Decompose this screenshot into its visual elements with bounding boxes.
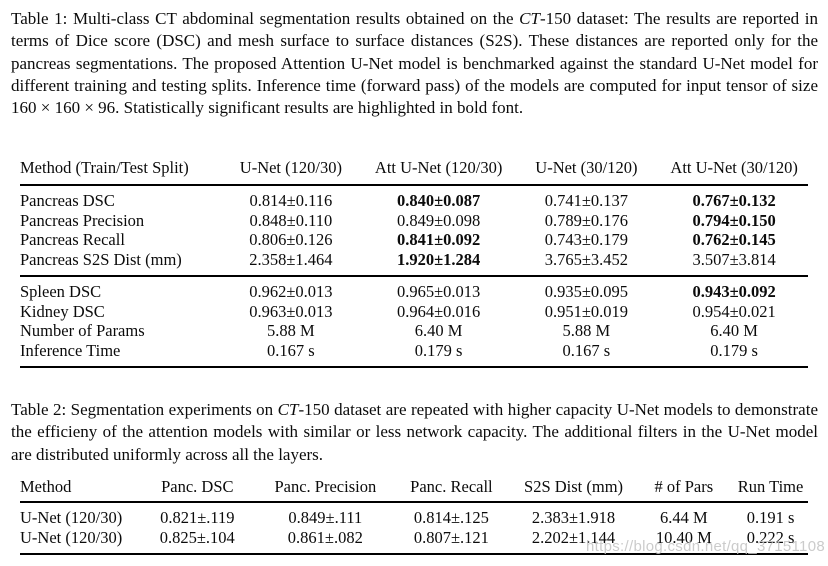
value-cell: 3.765±3.452 — [544, 249, 629, 269]
value-cell: 0.743±0.179 — [544, 230, 629, 249]
value-cell: 0.806±0.126 — [249, 230, 333, 249]
value-cell: 6.40 M — [414, 321, 463, 340]
row-label: Pancreas DSC — [20, 191, 115, 210]
value-cell: 0.849±.111 — [288, 508, 363, 527]
csdn-watermark: https://blog.csdn.net/qq_37151108 — [586, 538, 825, 555]
caption-text: -150 dataset: The results are reported i… — [11, 9, 818, 118]
value-cell: 0.943±0.092 — [660, 275, 808, 302]
value-cell: 0.167 s — [562, 340, 611, 360]
table1-caption: Table 1: Multi-class CT abdominal segmen… — [11, 8, 818, 119]
row-label: Pancreas Precision — [20, 210, 145, 230]
value-cell: 5.88 M — [267, 321, 315, 340]
column-header: Run Time — [733, 477, 808, 503]
table-row: U-Net (120/30) 0.825±.104 0.861±.082 0.807±… — [20, 528, 808, 555]
column-header: Panc. Recall — [390, 477, 513, 503]
value-cell: 0.951±0.019 — [544, 301, 629, 321]
value-cell: 10.40 M — [655, 527, 712, 547]
header-row: Method Panc. DSC Panc. Precision Panc. Reca… — [20, 477, 808, 503]
value-cell: 0.861±.082 — [287, 527, 363, 547]
value-cell: 0.789±0.176 — [544, 210, 629, 230]
table-row: Pancreas Precision 0.848±0.110 0.849±0.098… — [20, 211, 808, 231]
value-cell: 0.222 s — [746, 527, 795, 547]
value-cell: 2.383±1.918 — [531, 508, 616, 527]
value-cell: 6.40 M — [710, 321, 758, 340]
row-label: Spleen DSC — [20, 275, 217, 302]
value-cell: 0.840±0.087 — [396, 191, 481, 210]
value-cell: 0.741±0.137 — [544, 191, 629, 210]
value-cell: 2.358±1.464 — [249, 249, 333, 269]
row-label: Pancreas Recall — [20, 230, 125, 249]
column-header: Att U-Net (120/30) — [364, 158, 513, 186]
value-cell: 0.814±0.116 — [249, 191, 333, 210]
caption-text: -150 dataset are repeated with higher ca… — [11, 400, 818, 464]
table-header: Method Panc. DSC Panc. Precision Panc. Reca… — [20, 477, 808, 503]
ct150-results-table: Method (Train/Test Split) U-Net (120/30) A… — [20, 158, 808, 368]
caption-text: Table 1: Multi-class CT abdominal segmen… — [11, 9, 520, 28]
table-row: U-Net (120/30) 0.821±.119 0.849±.111 0.814±… — [20, 502, 808, 528]
value-cell: 0.963±0.013 — [249, 301, 333, 321]
value-cell: 0.814±.125 — [413, 508, 489, 527]
column-header: Method (Train/Test Split) — [20, 158, 217, 186]
value-cell: 0.821±.119 — [160, 508, 235, 527]
value-cell: 0.794±0.150 — [692, 210, 776, 230]
capacity-experiments-table-wrap: Method Panc. DSC Panc. Precision Panc. Reca… — [20, 477, 808, 555]
value-cell: 0.962±0.013 — [217, 275, 365, 302]
table-row: Kidney DSC 0.963±0.013 0.964±0.016 0.951±0.… — [20, 302, 808, 322]
value-cell: 0.965±0.013 — [364, 275, 513, 302]
row-label: Number of Params — [20, 321, 145, 340]
table-row: Number of Params 5.88 M 6.40 M 5.88 M 6.40 M — [20, 321, 808, 341]
value-cell: 1.920±1.284 — [396, 249, 481, 269]
column-header: Method — [20, 477, 135, 503]
value-cell: 0.807±.121 — [413, 527, 489, 547]
table-row: Pancreas S2S Dist (mm) 2.358±1.464 1.920±1… — [20, 250, 808, 277]
column-header: Att U-Net (30/120) — [660, 158, 808, 186]
value-cell: 2.202±1.144 — [531, 527, 616, 547]
value-cell: 0.825±.104 — [159, 527, 235, 547]
value-cell: 0.849±0.098 — [396, 210, 481, 230]
value-cell: 0.191 s — [746, 508, 795, 527]
table-section: Pancreas DSC 0.814±0.116 0.840±0.087 0.741±… — [20, 185, 808, 276]
value-cell: 0.179 s — [414, 340, 463, 360]
capacity-experiments-table: Method Panc. DSC Panc. Precision Panc. Reca… — [20, 477, 808, 555]
column-header: Panc. Precision — [260, 477, 391, 503]
column-header: # of Pars — [634, 477, 734, 503]
ct150-results-table-wrap: Method (Train/Test Split) U-Net (120/30) A… — [20, 158, 808, 368]
value-cell: 5.88 M — [562, 321, 611, 340]
row-label: U-Net (120/30) — [20, 527, 123, 547]
column-header: Panc. DSC — [134, 477, 261, 503]
caption-text: Table 2: Segmentation experiments on — [11, 400, 278, 419]
value-cell: 0.964±0.016 — [396, 301, 481, 321]
table-header: Method (Train/Test Split) U-Net (120/30) A… — [20, 158, 808, 186]
value-cell: 0.167 s — [267, 340, 315, 360]
column-header: S2S Dist (mm) — [512, 477, 635, 503]
row-label: Kidney DSC — [20, 301, 105, 321]
value-cell: 6.44 M — [660, 508, 708, 527]
caption-italic-ct: CT — [519, 9, 540, 28]
header-row: Method (Train/Test Split) U-Net (120/30) A… — [20, 158, 808, 186]
row-label: Inference Time — [20, 340, 121, 360]
value-cell: 0.767±0.132 — [692, 191, 776, 210]
table-row: Inference Time 0.167 s 0.179 s 0.167 s 0.179… — [20, 341, 808, 368]
table2-caption: Table 2: Segmentation experiments on CT-… — [11, 399, 818, 466]
table-row: Spleen DSC 0.962±0.013 0.965±0.013 0.935±0.… — [20, 275, 808, 302]
column-header: U-Net (120/30) — [217, 158, 365, 186]
column-header: U-Net (30/120) — [512, 158, 661, 186]
value-cell: 0.762±0.145 — [692, 230, 776, 249]
caption-italic-ct: CT — [277, 400, 299, 419]
row-label: U-Net (120/30) — [20, 508, 123, 527]
table-section: Spleen DSC 0.962±0.013 0.965±0.013 0.935±0.… — [20, 275, 808, 368]
value-cell: 0.848±0.110 — [249, 210, 333, 230]
value-cell: 0.179 s — [710, 340, 758, 360]
table-row: Pancreas Recall 0.806±0.126 0.841±0.092 0.7… — [20, 230, 808, 250]
value-cell: 0.954±0.021 — [692, 301, 776, 321]
value-cell: 0.841±0.092 — [396, 230, 481, 249]
value-cell: 0.935±0.095 — [512, 275, 661, 302]
value-cell: 3.507±3.814 — [692, 249, 776, 269]
row-label: Pancreas S2S Dist (mm) — [20, 249, 182, 269]
table-row: Pancreas DSC 0.814±0.116 0.840±0.087 0.741±… — [20, 185, 808, 211]
table-section: U-Net (120/30) 0.821±.119 0.849±.111 0.814±… — [20, 502, 808, 554]
